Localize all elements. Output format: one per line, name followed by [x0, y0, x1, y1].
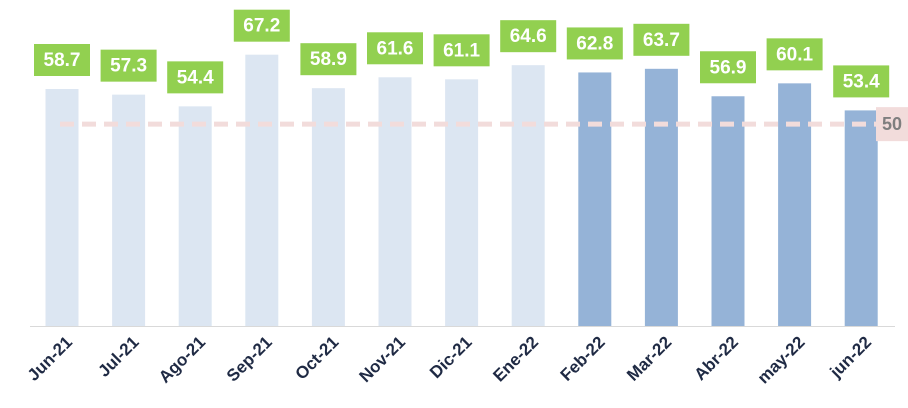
data-label-box [34, 43, 90, 76]
bar [445, 79, 479, 326]
data-label-box [833, 65, 890, 98]
data-label: 61.1 [443, 40, 480, 61]
bar [45, 88, 79, 326]
x-tick-label: Feb-22 [557, 333, 609, 385]
data-label-box [367, 32, 423, 65]
data-label: 67.2 [243, 16, 280, 37]
reference-label: 50 [882, 114, 902, 134]
data-label: 58.9 [310, 49, 347, 70]
x-tick-label: Mar-22 [623, 333, 675, 385]
bar [178, 106, 212, 326]
data-label-box [500, 20, 557, 53]
bar [644, 68, 678, 326]
x-tick-label: Ago-21 [155, 333, 209, 387]
reference-label-box [876, 107, 908, 142]
bar [578, 72, 612, 326]
x-tick-label: Oct-21 [292, 333, 343, 384]
x-tick-label: Nov-21 [355, 333, 409, 387]
bar [844, 110, 878, 327]
bar [778, 83, 812, 326]
data-label: 56.9 [710, 57, 747, 78]
data-label-box [300, 43, 357, 76]
bar [511, 65, 545, 327]
bar [311, 88, 345, 326]
x-tick-label: Dic-21 [426, 333, 476, 383]
x-tick-label: jun-22 [826, 333, 876, 383]
data-label: 57.3 [110, 56, 147, 77]
data-label: 58.7 [44, 50, 81, 71]
data-label: 64.6 [510, 26, 547, 47]
bar [378, 77, 412, 326]
data-label-box [233, 9, 290, 42]
x-tick-label: Abr-22 [690, 333, 742, 385]
data-label: 61.6 [377, 38, 414, 59]
data-label: 62.8 [576, 33, 613, 54]
x-tick-label: Sep-21 [223, 333, 276, 386]
data-label: 54.4 [177, 67, 214, 88]
data-label: 53.4 [843, 71, 880, 92]
x-tick-label: Jun-21 [24, 333, 76, 385]
data-label: 60.1 [776, 44, 813, 65]
data-label-box [700, 51, 756, 84]
data-label-box [766, 38, 823, 71]
data-label-box [167, 61, 224, 94]
data-label-box [433, 34, 490, 67]
data-label-box [633, 23, 690, 56]
bar [245, 54, 279, 327]
bar [112, 94, 146, 327]
data-label-box [100, 49, 157, 82]
x-tick-label: Jul-21 [94, 333, 142, 381]
x-tick-label: may-22 [754, 333, 809, 388]
x-tick-label: Ene-22 [489, 333, 542, 386]
bar [711, 96, 745, 326]
data-label-box [566, 27, 623, 60]
data-label: 63.7 [643, 30, 680, 51]
